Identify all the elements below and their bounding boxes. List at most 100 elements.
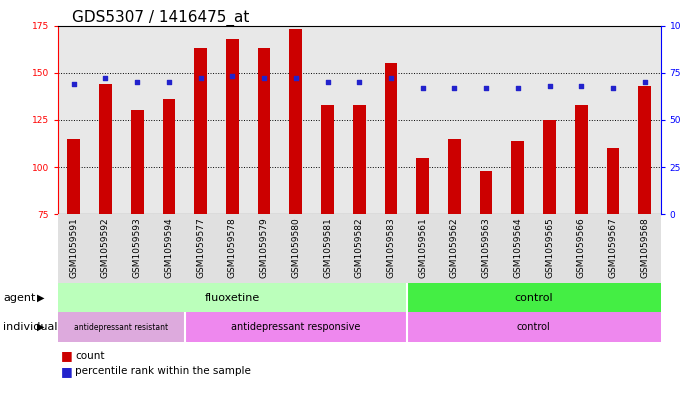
Point (259, 75, 270, 81)
Bar (289, 29, 302, 214)
Bar (58, 214, 90, 283)
Bar (629, 26, 661, 214)
Point (68, 81, 79, 87)
Bar (280, 214, 312, 283)
Point (385, 75, 396, 81)
Bar (534, 26, 565, 214)
Bar (248, 26, 280, 214)
Bar (407, 312, 661, 342)
Text: GSM1059580: GSM1059580 (291, 218, 300, 278)
Point (607, 84, 618, 91)
Bar (385, 63, 397, 214)
Text: antidepressant responsive: antidepressant responsive (231, 322, 360, 332)
Bar (248, 214, 280, 283)
Text: ▶: ▶ (37, 322, 45, 332)
Bar (439, 214, 471, 283)
Text: GSM1059567: GSM1059567 (609, 218, 618, 278)
Bar (257, 48, 270, 214)
Bar (121, 214, 153, 283)
Point (195, 75, 206, 81)
Text: GSM1059593: GSM1059593 (133, 218, 142, 278)
Bar (439, 26, 471, 214)
Bar (185, 214, 217, 283)
Bar (312, 26, 343, 214)
Point (354, 79, 365, 85)
Text: GSM1059578: GSM1059578 (228, 218, 237, 278)
Point (227, 73, 238, 80)
Bar (597, 214, 629, 283)
Bar (58, 283, 407, 312)
Bar (58, 312, 185, 342)
Text: control: control (514, 293, 553, 303)
Bar (534, 214, 565, 283)
Text: ■: ■ (61, 349, 73, 362)
Bar (194, 48, 207, 214)
Point (322, 79, 333, 85)
Point (449, 84, 460, 91)
Bar (58, 26, 90, 214)
Point (544, 83, 555, 89)
Text: count: count (75, 351, 104, 361)
Bar (638, 86, 651, 214)
Point (481, 84, 492, 91)
Text: GSM1059562: GSM1059562 (450, 218, 459, 278)
Bar (471, 26, 502, 214)
Bar (565, 214, 597, 283)
Bar (375, 214, 407, 283)
Bar (471, 214, 502, 283)
Bar (153, 26, 185, 214)
Bar (312, 214, 343, 283)
Bar (353, 105, 366, 214)
Text: GSM1059568: GSM1059568 (640, 218, 649, 278)
Bar (479, 171, 492, 214)
Bar (185, 312, 407, 342)
Bar (90, 214, 121, 283)
Bar (543, 120, 556, 214)
Bar (407, 26, 439, 214)
Bar (99, 84, 112, 214)
Text: GSM1059581: GSM1059581 (323, 218, 332, 278)
Bar (448, 139, 461, 214)
Text: GSM1059594: GSM1059594 (164, 218, 174, 278)
Bar (565, 26, 597, 214)
Text: agent: agent (3, 293, 36, 303)
Text: GDS5307 / 1416475_at: GDS5307 / 1416475_at (72, 10, 249, 26)
Text: antidepressant resistant: antidepressant resistant (74, 323, 168, 332)
Text: GSM1059563: GSM1059563 (481, 218, 490, 278)
Text: GSM1059565: GSM1059565 (545, 218, 554, 278)
Bar (607, 148, 619, 214)
Bar (511, 141, 524, 214)
Text: fluoxetine: fluoxetine (205, 293, 260, 303)
Text: GSM1059566: GSM1059566 (577, 218, 586, 278)
Bar (163, 99, 175, 214)
Bar (416, 158, 429, 214)
Point (290, 75, 301, 81)
Bar (502, 26, 534, 214)
Bar (217, 26, 248, 214)
Bar (375, 26, 407, 214)
Point (576, 83, 587, 89)
Bar (343, 26, 375, 214)
Text: ■: ■ (61, 365, 73, 378)
Bar (407, 283, 661, 312)
Bar (153, 214, 185, 283)
Point (639, 79, 650, 85)
Bar (502, 214, 534, 283)
Text: GSM1059592: GSM1059592 (101, 218, 110, 278)
Bar (185, 26, 217, 214)
Bar (121, 26, 153, 214)
Point (417, 84, 428, 91)
Bar (343, 214, 375, 283)
Bar (597, 26, 629, 214)
Bar (629, 214, 661, 283)
Bar (67, 139, 80, 214)
Point (163, 79, 174, 85)
Text: GSM1059577: GSM1059577 (196, 218, 205, 278)
Text: GSM1059564: GSM1059564 (513, 218, 522, 278)
Text: GSM1059561: GSM1059561 (418, 218, 427, 278)
Text: control: control (517, 322, 550, 332)
Bar (280, 26, 312, 214)
Point (100, 75, 111, 81)
Text: percentile rank within the sample: percentile rank within the sample (75, 366, 251, 376)
Point (131, 79, 142, 85)
